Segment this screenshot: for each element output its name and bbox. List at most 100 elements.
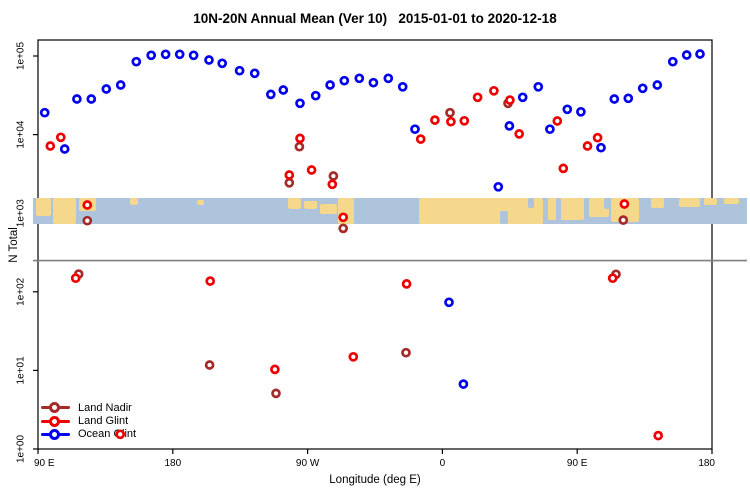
map-band-land <box>320 204 337 214</box>
data-point-land-glint <box>607 273 618 284</box>
land-nadir-marker-icon <box>41 402 70 414</box>
y-tick-label: 1e+05 <box>16 42 27 71</box>
data-point-land-glint <box>505 95 515 105</box>
map-band-ocean-cut <box>500 211 508 224</box>
data-point-ocean-glint <box>310 90 321 101</box>
data-point-land-glint <box>430 115 440 125</box>
map-band-land <box>53 198 76 224</box>
land-glint-marker-icon <box>41 415 70 427</box>
x-tick-label: 180 <box>164 458 181 469</box>
data-point-ocean-glint <box>667 56 678 67</box>
data-point-land-nadir <box>204 360 215 370</box>
data-point-ocean-glint <box>493 181 504 192</box>
data-point-land-glint <box>205 276 216 286</box>
legend-item-land-nadir: Land Nadir <box>41 401 136 414</box>
data-point-ocean-glint <box>504 121 515 131</box>
data-point-ocean-glint <box>160 49 171 60</box>
data-point-ocean-glint <box>397 81 408 92</box>
y-tick-label: 1e+04 <box>16 120 27 149</box>
map-band-ocean <box>33 198 747 224</box>
legend-label: Land Glint <box>78 415 129 428</box>
data-point-land-glint <box>327 179 338 190</box>
data-point-ocean-glint <box>115 80 126 90</box>
data-point-ocean-glint <box>368 77 379 88</box>
data-point-land-glint <box>82 200 93 210</box>
data-point-ocean-glint <box>72 94 82 104</box>
data-point-land-nadir <box>618 215 629 225</box>
data-point-land-glint <box>338 212 349 223</box>
data-point-ocean-glint <box>278 85 289 95</box>
x-tick-label: 90 W <box>296 458 320 469</box>
map-band-land <box>679 198 700 207</box>
y-tick-label: 1e+03 <box>16 199 27 228</box>
x-tick-label: 90 E <box>34 458 55 469</box>
data-point-ocean-glint <box>217 58 228 69</box>
data-point-land-glint <box>55 132 66 143</box>
data-point-ocean-glint <box>576 106 586 117</box>
data-point-land-glint <box>459 115 470 126</box>
legend-item-land-glint: Land Glint <box>41 414 136 427</box>
data-point-land-nadir <box>328 171 339 181</box>
data-point-ocean-glint <box>623 93 634 104</box>
data-point-ocean-glint <box>383 73 394 84</box>
data-point-ocean-glint <box>652 80 663 90</box>
data-point-land-glint <box>446 116 456 127</box>
data-point-ocean-glint <box>234 65 245 76</box>
map-band-land <box>197 200 204 205</box>
data-point-ocean-glint <box>609 94 620 104</box>
data-point-land-glint <box>489 85 499 96</box>
data-point-land-glint <box>306 165 317 175</box>
x-tick-label: 180 <box>698 458 715 469</box>
data-point-land-glint <box>415 134 426 144</box>
data-point-land-glint <box>45 141 56 151</box>
data-point-land-glint <box>270 364 280 375</box>
data-point-ocean-glint <box>410 124 420 135</box>
data-point-land-glint <box>115 429 126 440</box>
data-point-land-glint <box>514 129 525 139</box>
data-point-ocean-glint <box>325 80 335 90</box>
map-band-ocean-cut <box>528 198 534 208</box>
data-point-land-nadir <box>338 223 349 234</box>
data-point-ocean-glint <box>39 107 50 118</box>
legend: Land Nadir Land Glint Ocean Glint <box>41 401 136 441</box>
data-point-land-glint <box>472 92 483 103</box>
map-band-ocean-cut <box>556 198 561 224</box>
data-point-land-glint <box>401 279 412 289</box>
map-band-land <box>548 198 584 220</box>
data-point-ocean-glint <box>562 104 573 115</box>
data-point-land-glint <box>284 170 295 180</box>
map-band-land <box>419 198 543 224</box>
data-point-land-glint <box>348 351 359 362</box>
data-point-ocean-glint <box>295 98 305 109</box>
data-point-ocean-glint <box>249 68 260 79</box>
chart-title: 10N-20N Annual Mean (Ver 10) 2015-01-01 … <box>193 11 557 26</box>
data-point-ocean-glint <box>517 92 528 103</box>
data-point-ocean-glint <box>188 50 199 61</box>
data-point-ocean-glint <box>59 144 70 154</box>
map-band-land <box>304 201 317 209</box>
map-band-land <box>288 198 301 209</box>
data-point-land-glint <box>582 141 593 151</box>
map-band-land <box>130 198 138 205</box>
plot-box <box>37 39 713 450</box>
data-point-land-nadir <box>271 388 281 399</box>
data-point-ocean-glint <box>637 83 648 94</box>
data-point-land-glint <box>70 273 81 284</box>
data-point-ocean-glint <box>533 81 544 92</box>
legend-label: Land Nadir <box>78 401 132 414</box>
data-point-land-nadir <box>401 347 411 358</box>
data-point-land-glint <box>295 133 305 144</box>
data-point-land-nadir <box>284 177 295 188</box>
y-tick-label: 1e+01 <box>16 356 27 385</box>
data-point-ocean-glint <box>86 94 97 104</box>
data-point-land-glint <box>558 163 569 174</box>
data-point-ocean-glint <box>265 89 276 100</box>
data-point-land-nadir <box>82 215 93 226</box>
data-point-land-glint <box>592 132 603 143</box>
data-point-ocean-glint <box>146 50 157 61</box>
data-point-ocean-glint <box>101 84 112 94</box>
x-axis-label: Longitude (deg E) <box>329 474 421 486</box>
data-point-land-glint <box>619 199 630 209</box>
data-point-ocean-glint <box>458 379 469 389</box>
